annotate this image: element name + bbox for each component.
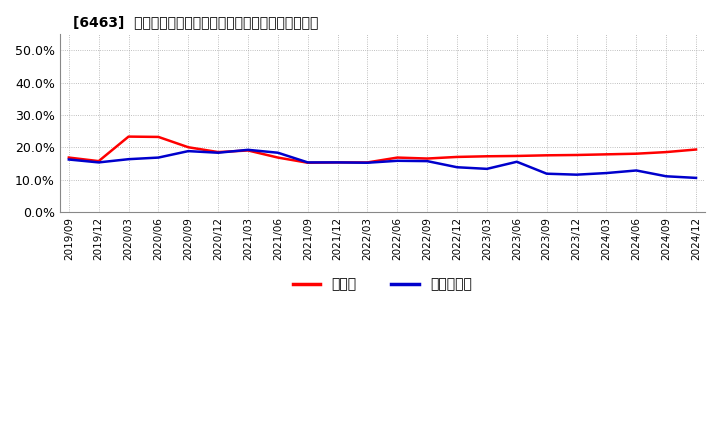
Text: [6463]  現預金、有利子負債の総資産に対する比率の推移: [6463] 現預金、有利子負債の総資産に対する比率の推移 — [73, 15, 318, 29]
Legend: 現預金, 有利子負債: 現預金, 有利子負債 — [287, 272, 478, 297]
